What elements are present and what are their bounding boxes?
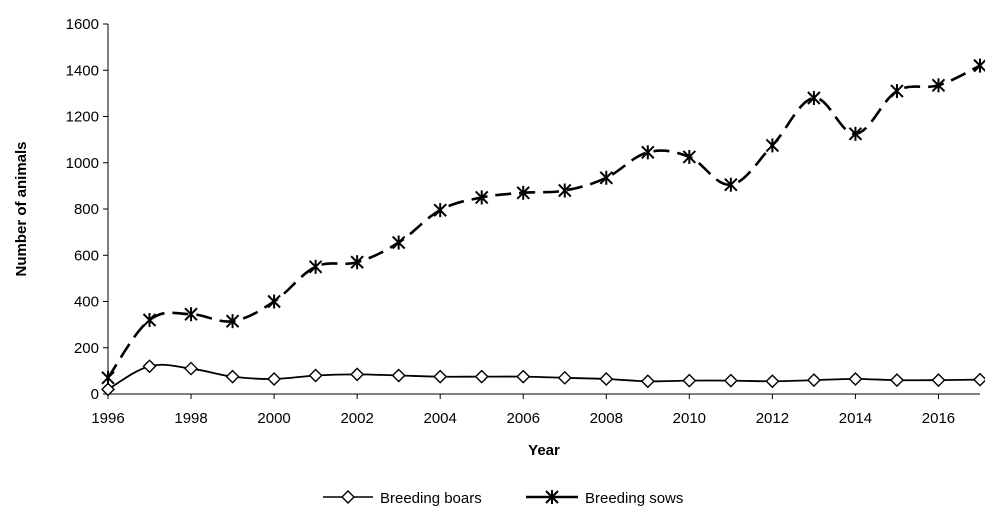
data-point-breeding-sows xyxy=(225,314,240,329)
data-point-breeding-boars xyxy=(723,373,738,388)
data-point-breeding-boars xyxy=(931,373,946,388)
data-point-breeding-boars xyxy=(557,370,572,385)
data-point-breeding-sows xyxy=(724,177,738,192)
y-tick-group: 0 200 400 600 800 1000 1200 1400 1600 xyxy=(66,16,108,403)
series-layer xyxy=(101,58,985,397)
data-point-breeding-boars xyxy=(640,374,655,389)
data-point-breeding-boars xyxy=(391,368,406,383)
x-axis-title: Year xyxy=(528,442,560,459)
x-tick-label: 1998 xyxy=(174,410,207,427)
data-point-breeding-boars xyxy=(350,367,365,382)
legend: Breeding boars Breeding sows xyxy=(323,490,683,507)
y-axis: 0 200 400 600 800 1000 1200 1400 1600 xyxy=(66,16,109,403)
data-point-breeding-sows xyxy=(931,78,946,93)
data-point-breeding-sows xyxy=(848,126,863,141)
x-tick-label: 2012 xyxy=(756,410,789,427)
data-point-breeding-boars xyxy=(806,373,821,388)
data-point-breeding-boars xyxy=(474,369,489,384)
data-point-breeding-sows xyxy=(101,370,115,385)
data-point-breeding-boars xyxy=(267,371,282,386)
x-tick-label: 2006 xyxy=(507,410,540,427)
data-point-breeding-sows xyxy=(350,255,364,270)
data-point-breeding-sows xyxy=(599,170,613,185)
x-tick-label: 2010 xyxy=(673,410,706,427)
data-point-breeding-sows xyxy=(973,58,985,73)
data-point-breeding-boars xyxy=(516,369,531,384)
y-tick-label: 1000 xyxy=(66,155,99,172)
series-breeding-boars xyxy=(101,359,985,397)
data-point-breeding-sows xyxy=(267,294,281,309)
data-point-breeding-sows xyxy=(516,185,530,200)
y-tick-label: 1200 xyxy=(66,109,99,126)
x-tick-label: 2002 xyxy=(340,410,373,427)
series-line-breeding-boars xyxy=(107,363,981,391)
data-point-breeding-boars xyxy=(848,371,863,386)
legend-label-breeding-sows: Breeding sows xyxy=(585,490,683,507)
data-point-breeding-boars xyxy=(101,382,115,397)
data-point-breeding-sows xyxy=(558,183,572,198)
series-breeding-sows xyxy=(101,58,985,385)
data-point-breeding-sows xyxy=(682,149,697,164)
x-axis: 1996 1998 2000 2002 2004 2006 2008 2010 2012 2014… xyxy=(91,393,980,427)
data-point-breeding-boars xyxy=(308,368,323,383)
y-tick-label: 600 xyxy=(74,247,99,264)
data-point-breeding-sows xyxy=(807,91,821,105)
data-point-breeding-boars xyxy=(973,372,985,387)
data-point-breeding-boars xyxy=(225,369,240,384)
series-line-breeding-sows xyxy=(106,64,981,379)
x-tick-label: 2000 xyxy=(257,410,290,427)
legend-marker-breeding-sows xyxy=(526,490,578,504)
legend-asterisk-marker xyxy=(545,490,559,504)
x-tick-label: 1996 xyxy=(91,410,124,427)
data-point-breeding-sows xyxy=(142,313,157,327)
data-point-breeding-boars xyxy=(599,371,614,386)
data-point-breeding-boars xyxy=(184,361,199,376)
y-axis-title: Number of animals xyxy=(13,141,30,276)
data-point-breeding-sows xyxy=(890,84,904,99)
y-tick-label: 400 xyxy=(74,294,99,311)
x-tick-label: 2014 xyxy=(839,410,872,427)
y-tick-label: 1400 xyxy=(66,62,99,79)
y-tick-label: 200 xyxy=(74,340,99,357)
data-point-breeding-sows xyxy=(641,145,655,160)
data-point-breeding-sows xyxy=(765,138,780,153)
data-point-breeding-boars xyxy=(765,374,780,389)
x-tick-label: 2004 xyxy=(424,410,457,427)
x-tick-label: 2016 xyxy=(922,410,955,427)
data-point-breeding-boars xyxy=(889,373,904,388)
data-point-breeding-sows xyxy=(308,259,323,274)
x-tick-group: 1996 1998 2000 2002 2004 2006 2008 2010 2012 2014… xyxy=(91,394,955,427)
data-point-breeding-boars xyxy=(142,359,157,374)
data-point-breeding-sows xyxy=(184,307,198,322)
y-tick-label: 1600 xyxy=(66,16,99,33)
legend-label-breeding-boars: Breeding boars xyxy=(380,490,482,507)
x-tick-label: 2008 xyxy=(590,410,623,427)
data-point-breeding-sows xyxy=(391,235,406,250)
legend-marker-breeding-boars xyxy=(323,490,373,504)
data-point-breeding-boars xyxy=(433,369,448,384)
y-tick-label: 800 xyxy=(74,201,99,218)
y-tick-label: 0 xyxy=(91,386,99,403)
data-point-breeding-sows xyxy=(433,203,447,218)
data-point-breeding-boars xyxy=(682,373,697,388)
data-point-breeding-sows xyxy=(475,190,489,205)
legend-diamond-marker xyxy=(341,490,355,504)
